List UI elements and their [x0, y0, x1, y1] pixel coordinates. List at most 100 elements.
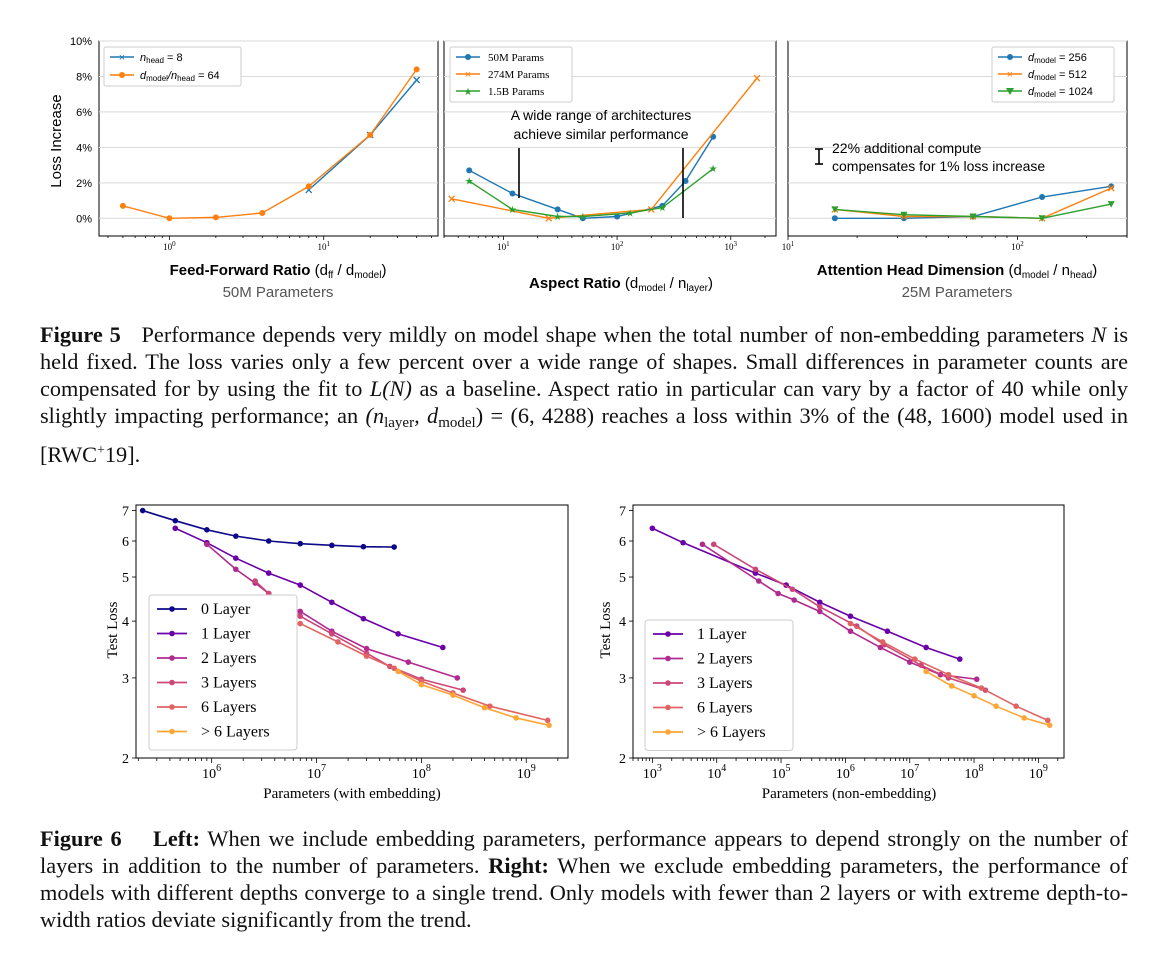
- fig6-point: [297, 582, 304, 588]
- fig6-legend-marker: [169, 704, 175, 710]
- fig6-point: [752, 570, 759, 576]
- figure-6-charts: 2 3 4 5 6 7 106 107 108 109 2 3 4 5 6 7 103 104 105 106 107 1…: [105, 504, 1065, 802]
- fig6-point: [1046, 722, 1053, 729]
- fig6-xtick-label: 104: [707, 763, 726, 782]
- fig6-ytick-label: 7: [619, 505, 626, 520]
- panel1-xlabel: Feed-Forward Ratio (dff / dmodel): [170, 262, 387, 281]
- fig6-point: [405, 659, 412, 665]
- fig6-point: [912, 656, 918, 662]
- fig6-point: [297, 613, 304, 620]
- fig6-point: [775, 590, 781, 597]
- fig6-xtick-label: 105: [772, 763, 791, 782]
- fig6-left-legend: 0 Layer 1 Layer 2 Layers 3 Layers 6 Layers > …: [148, 594, 298, 751]
- fig6-point: [460, 687, 466, 693]
- fig6-legend-marker: [169, 728, 175, 735]
- fig5-point: [413, 76, 421, 84]
- fig6-legend-label: 1 Layer: [697, 626, 747, 643]
- fig6-point: [884, 628, 891, 635]
- panel3-annotation: 22% additional compute compensates for 1…: [815, 140, 1045, 174]
- fig5-point: [305, 183, 312, 190]
- fig5-point: [413, 66, 420, 73]
- fig5-point: [900, 211, 908, 219]
- fig6-xtick-label: 107: [900, 763, 919, 782]
- fig6-right-ylabel: Test Loss: [598, 601, 614, 658]
- fig6-point: [363, 653, 370, 659]
- fig6-right-legend: 1 Layer 2 Layers 3 Layers 6 Layers > 6 Layer…: [644, 619, 794, 751]
- fig6-ytick-label: 5: [619, 571, 626, 586]
- fig6-point: [680, 539, 686, 546]
- panel3-xlabel: Attention Head Dimension (dmodel / nhead…: [817, 262, 1097, 281]
- fig6-point: [204, 527, 210, 533]
- fig5-ytick-label: 8%: [76, 71, 92, 83]
- fig5-series-line: [451, 77, 758, 219]
- fig6-point: [139, 507, 146, 514]
- fig5-point: [753, 74, 761, 82]
- fig6-point: [265, 570, 272, 576]
- fig5-ylabel: Loss Increase: [48, 94, 65, 187]
- fig5-ytick-label: 10%: [70, 36, 92, 48]
- fig5-point: [119, 202, 126, 209]
- fig6-point: [418, 681, 425, 688]
- fig6-point: [923, 668, 929, 675]
- fig6-point: [329, 599, 335, 606]
- fig6-point: [395, 631, 401, 637]
- fig6-point: [1021, 715, 1027, 721]
- fig6-point: [172, 517, 179, 524]
- fig6-legend-marker: [665, 655, 671, 662]
- fig6-point: [847, 628, 854, 635]
- fig6-point: [439, 644, 446, 651]
- svg-text:compensates for 1% loss increa: compensates for 1% loss increase: [832, 158, 1045, 174]
- svg-text:A wide range of architectures: A wide range of architectures: [511, 107, 692, 123]
- figure-5-caption: Figure 5 Performance depends very mildly…: [40, 322, 1129, 467]
- fig6-series-line: [925, 670, 1050, 727]
- fig6-xtick-label: 109: [1029, 763, 1048, 782]
- panel2-legend-item-3: 1.5B Params: [488, 86, 544, 98]
- fig6-point: [487, 703, 493, 709]
- panel3-legend-item-1: dmodel = 256: [1028, 52, 1087, 65]
- fig6-legend-marker: [665, 729, 671, 735]
- panel1-legend-item-2: dmodel/nhead = 64: [140, 70, 220, 83]
- fig5-point: [831, 215, 838, 222]
- fig5-point: [466, 167, 473, 174]
- figure-5-charts: Loss Increase 0% 2% 4% 6% 8% 10% 100 101 101 102…: [48, 36, 1128, 301]
- fig6-point: [297, 540, 304, 547]
- fig6-ytick-label: 6: [122, 535, 129, 550]
- fig6-point: [649, 525, 656, 532]
- fig6-point: [297, 608, 304, 615]
- fig6-xtick-label: 103: [643, 763, 662, 782]
- fig6-point: [204, 541, 210, 548]
- fig5-point: [166, 215, 173, 222]
- fig6-legend-label: 3 Layers: [201, 675, 257, 692]
- fig6-legend-marker: [169, 655, 175, 661]
- fig6-point: [513, 715, 519, 721]
- fig5-point: ★: [658, 203, 667, 214]
- fig6-point: [233, 555, 239, 561]
- fig6-legend-label: 1 Layer: [201, 626, 251, 643]
- figure-6-label: Figure 6: [40, 826, 122, 851]
- fig6-right-frame: [632, 504, 1065, 759]
- fig6-left-ylabel: Test Loss: [105, 601, 121, 658]
- fig5-xtick-label: 102: [1011, 240, 1024, 252]
- fig5-xtick-label: 103: [725, 240, 738, 252]
- fig5-point: [1108, 183, 1115, 190]
- fig5-point: ★: [508, 205, 517, 216]
- fig5-xtick-label: 100: [163, 240, 176, 252]
- svg-text:★: ★: [464, 87, 473, 98]
- fig5-point: [448, 195, 456, 203]
- fig6-point: [481, 704, 488, 711]
- fig5-point: [682, 178, 689, 185]
- panel3-subtitle: 25M Parameters: [902, 284, 1013, 301]
- fig5-point: [1107, 184, 1115, 192]
- fig5-series: ★ ★ ★ ★ ★ ★ ★: [119, 66, 1115, 223]
- fig6-legend-box: [644, 619, 794, 751]
- fig5-gridlines: [99, 40, 1127, 219]
- fig6-point: [789, 586, 796, 593]
- fig5-point: ★: [553, 212, 562, 223]
- fig5-point: [614, 213, 621, 220]
- fig6-series-line: [397, 670, 550, 727]
- panel1-legend: × nhead = 8 dmodel/nhead = 64: [103, 46, 242, 87]
- fig6-ytick-label: 7: [122, 505, 129, 520]
- panel2-legend-item-1: 50M Params: [488, 52, 544, 64]
- fig6-point: [265, 538, 272, 544]
- fig5-point: ★: [626, 208, 635, 219]
